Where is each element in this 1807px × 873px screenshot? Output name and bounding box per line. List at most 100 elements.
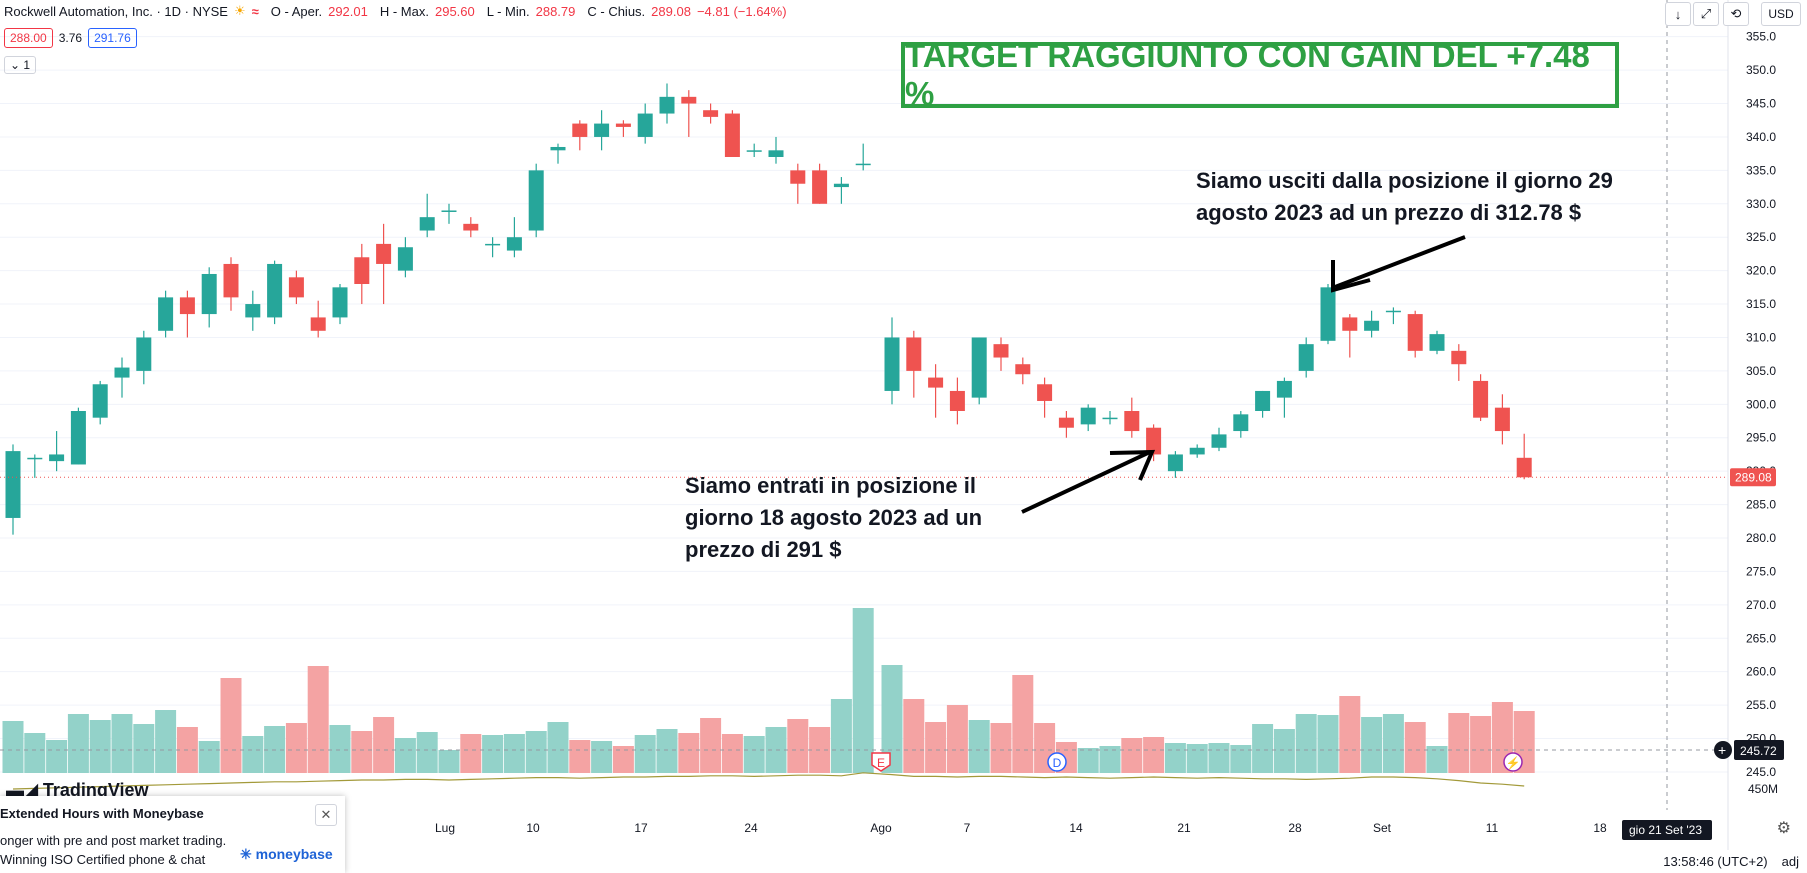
candle-body [49,454,65,462]
volume-bar [329,725,351,773]
candle-body [703,110,719,117]
tradingview-wordmark: TradingView [42,780,149,800]
volume-bar [67,714,89,773]
y-tick-label: 320.0 [1746,264,1776,278]
entry-arrow-shaft [1021,450,1151,514]
target-banner: TARGET RAGGIUNTO CON GAIN DEL +7.48 % [901,37,1619,112]
volume-bar [460,734,482,773]
symbol-title[interactable]: Rockwell Automation, Inc. · 1D · NYSE [4,3,228,19]
high-value: 295.60 [434,3,475,19]
candle-body [223,263,239,298]
tradingview-logo[interactable]: ▬◢ TradingView [6,780,149,801]
candle-body [201,273,217,315]
volume-bar [968,720,990,773]
candle-body [884,337,900,391]
y-tick-label: 255.0 [1746,698,1776,712]
open-label: O - Aper. [270,3,323,19]
entry-annotation-line2: giorno 18 agosto 2023 ad un [685,505,983,530]
volume-bar [700,718,722,773]
candle-body [310,317,326,331]
volume-bar [111,714,133,773]
candle-body [746,150,762,152]
x-tick-label: 14 [1069,821,1083,835]
settings-gear-icon[interactable]: ⚙ [1776,820,1791,837]
x-tick-label: 10 [526,821,540,835]
candle-body [1473,380,1489,418]
candle-body [1167,454,1183,472]
y-tick-label: 345.0 [1746,97,1776,111]
volume-bar [1143,737,1165,773]
fullscreen-icon[interactable]: ⤢ [1693,2,1719,26]
candle-body [855,163,871,166]
candle-body [615,123,631,127]
candle-body [1320,287,1336,341]
candle-body [70,411,86,465]
moneybase-wordmark: moneybase [255,846,333,862]
y-tick-label: 325.0 [1746,230,1776,244]
close-value: 289.08 [651,3,691,19]
candle-body [397,247,413,271]
volume-bar [242,736,264,773]
y-tick-label: 300.0 [1746,397,1776,411]
candle-body [594,123,610,137]
y-tick-label: 335.0 [1746,163,1776,177]
ask-price-button[interactable]: 291.76 [88,28,137,48]
volume-bar [155,710,177,773]
x-tick-label: 17 [634,821,648,835]
y-tick-label: 355.0 [1746,30,1776,44]
candle-body [1211,434,1227,448]
candle-body [1494,407,1510,432]
volume-bar [591,741,613,773]
candle-body [92,384,108,418]
market-status-icon: ☀ [233,3,246,18]
dividend-marker [1047,752,1067,772]
event-marker-label: D [1053,756,1062,770]
snapshot-icon[interactable]: ⟲ [1723,2,1749,26]
volume-bar [721,734,743,773]
volume-bar [547,722,569,773]
candle-body [572,123,588,137]
currency-button[interactable]: USD [1761,2,1801,26]
volume-bar [416,732,438,773]
candle-body [1080,407,1096,425]
volume-bar [1295,714,1317,773]
candle-body [1124,411,1140,432]
volume-bar [351,731,373,773]
ad-banner[interactable]: Extended Hours with Moneybase onger with… [0,796,345,873]
last-price-label: 289.08 [1735,470,1772,484]
adjust-toggle[interactable]: adj [1781,854,1799,869]
candle-body [1058,417,1074,428]
candle-body [1255,390,1271,411]
crosshair-price-label: 245.72 [1740,744,1777,758]
volume-bar [903,699,925,773]
bid-price-button[interactable]: 288.00 [4,28,53,48]
volume-bar [525,731,547,773]
indicators-toggle-button[interactable]: ⌄ 1 [4,56,37,74]
download-icon[interactable]: ↓ [1665,2,1691,26]
x-tick-label: 24 [744,821,758,835]
entry-arrow-head [1109,449,1156,481]
bid-ask-panel: 288.00 3.76 291.76 [4,28,137,48]
y-tick-label: 265.0 [1746,631,1776,645]
volume-bar [569,740,591,773]
clock-timezone[interactable]: 13:58:46 (UTC+2) [1663,854,1768,869]
low-label: L - Min. [486,3,530,19]
close-icon[interactable]: ✕ [315,804,337,826]
volume-bar [1470,716,1492,773]
open-value: 292.01 [328,3,368,19]
x-tick-label: 21 [1177,821,1191,835]
volume-bar [1448,713,1470,773]
y-tick-label: 245.0 [1746,765,1776,779]
candle-body [833,183,849,188]
candle-body [1102,417,1118,420]
entry-annotation: Siamo entrati in posizione il giorno 18 … [685,470,1045,566]
crosshair-add-icon [1714,741,1732,759]
ad-title: Extended Hours with Moneybase [0,806,204,821]
ad-text-line2: Winning ISO Certified phone & chat [0,852,206,867]
candle-body [1385,310,1401,313]
x-tick-label: 11 [1486,821,1499,835]
crosshair-date-bg [1622,820,1712,840]
candle-body [158,297,174,331]
candle-body [1364,320,1380,331]
